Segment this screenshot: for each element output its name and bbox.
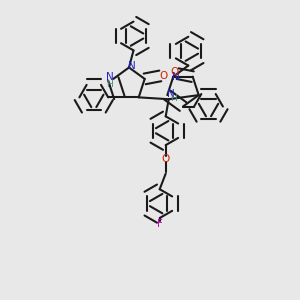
Text: N: N — [128, 61, 135, 71]
Text: O: O — [170, 67, 178, 77]
Text: O: O — [160, 71, 168, 81]
Text: H: H — [170, 94, 177, 103]
Text: N: N — [167, 88, 175, 99]
Text: F: F — [157, 219, 163, 229]
Text: N: N — [106, 72, 114, 82]
Text: H: H — [106, 80, 113, 89]
Text: O: O — [162, 154, 170, 164]
Text: N: N — [172, 72, 180, 82]
